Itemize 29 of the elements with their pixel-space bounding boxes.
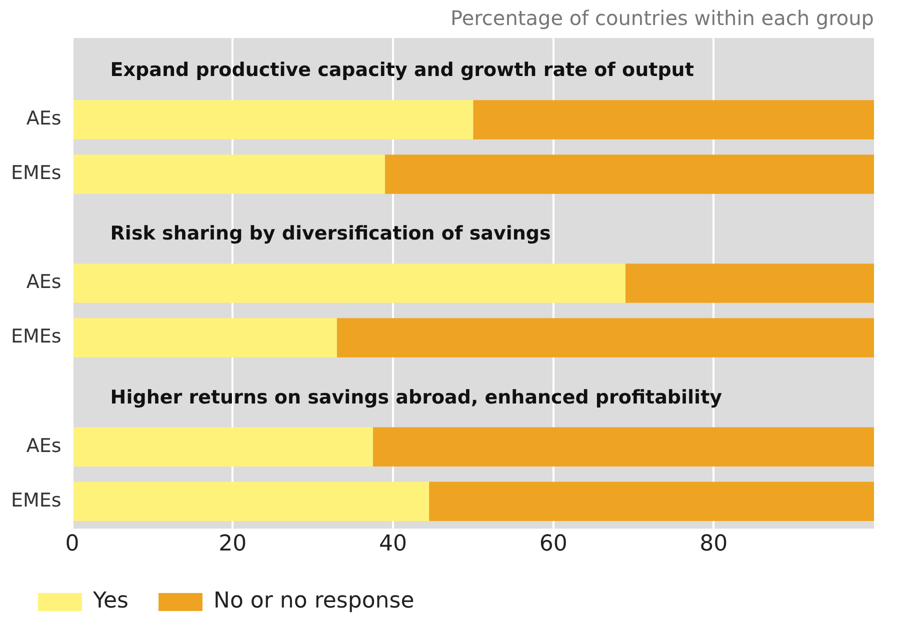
- bar: [625, 264, 874, 303]
- bar: [372, 427, 874, 466]
- annotation: Higher returns on savings abroad, enhanced profitability: [110, 386, 723, 408]
- bar: [73, 427, 373, 466]
- y-tick-label: AEs: [26, 434, 62, 457]
- y-tick-label: AEs: [26, 108, 62, 130]
- x-tick-label: 20: [218, 532, 247, 557]
- annotation: Expand productive capacity and growth rate of output: [110, 59, 694, 82]
- bar: [429, 482, 874, 521]
- bar: [473, 100, 874, 140]
- x-tick-label: 60: [539, 532, 568, 557]
- x-tick-label: 40: [378, 532, 407, 557]
- bar: [73, 318, 337, 358]
- bar: [73, 100, 474, 140]
- y-tick-label: EMEs: [10, 162, 62, 184]
- legend-label: No or no response: [214, 588, 414, 614]
- bar: [73, 264, 626, 303]
- bar: [73, 482, 430, 521]
- chart-subtitle: Percentage of countries within each group: [450, 6, 874, 30]
- bar: [384, 154, 874, 194]
- y-tick-label: EMEs: [10, 326, 62, 348]
- legend-label: Yes: [92, 588, 129, 614]
- y-tick-label: EMEs: [10, 489, 62, 512]
- bar: [73, 154, 385, 194]
- x-tick-label: 80: [700, 532, 728, 557]
- x-tick-label: 0: [65, 532, 80, 557]
- bar: [336, 318, 874, 358]
- y-tick-label: AEs: [26, 271, 62, 294]
- annotation: Risk sharing by diversification of savings: [110, 222, 551, 245]
